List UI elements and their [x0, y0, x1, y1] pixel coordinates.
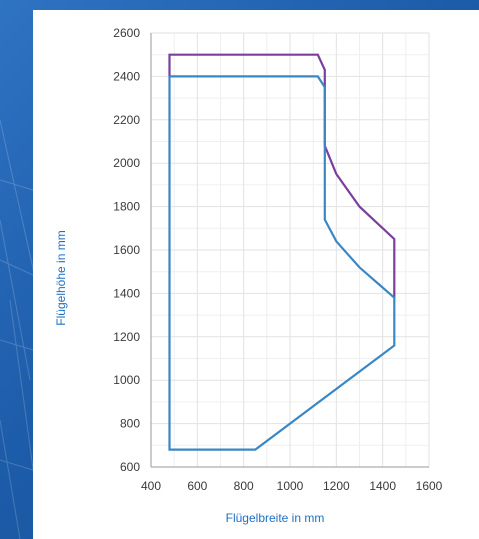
- y-axis-title: Flügelhöhe in mm: [54, 230, 68, 325]
- x-tick-label: 800: [234, 479, 254, 493]
- chart-panel: 400 600 800 1000 1200 1400 1600 600 800 1000 1200…: [33, 10, 479, 539]
- x-tick-label: 1400: [369, 479, 396, 493]
- y-tick-label: 2200: [113, 113, 140, 127]
- x-tick-label: 1000: [277, 479, 304, 493]
- x-tick-label: 400: [141, 479, 161, 493]
- x-tick-label: 600: [187, 479, 207, 493]
- y-tick-label: 2600: [113, 26, 140, 40]
- y-tick-labels: 600 800 1000 1200 1400 1600 1800 2000 2200 2400 26…: [113, 26, 140, 474]
- series-layer: [168, 53, 396, 451]
- x-tick-label: 1600: [416, 479, 443, 493]
- x-tick-label: 1200: [323, 479, 350, 493]
- x-axis-title: Flügelbreite in mm: [226, 511, 325, 525]
- y-tick-label: 800: [120, 417, 140, 431]
- y-tick-label: 1200: [113, 330, 140, 344]
- y-tick-label: 1600: [113, 243, 140, 257]
- x-tick-labels: 400 600 800 1000 1200 1400 1600: [141, 479, 443, 493]
- axes: [150, 33, 429, 468]
- y-tick-label: 1800: [113, 200, 140, 214]
- y-tick-label: 600: [120, 460, 140, 474]
- line-chart: 400 600 800 1000 1200 1400 1600 60080010001200…: [54, 26, 443, 525]
- y-tick-label: 1400: [113, 286, 140, 300]
- series-line-2: [168, 75, 396, 451]
- y-tick-label: 1000: [113, 373, 140, 387]
- y-tick-label: 2000: [113, 156, 140, 170]
- y-tick-label: 2400: [113, 69, 140, 83]
- series-line-1: [168, 53, 396, 298]
